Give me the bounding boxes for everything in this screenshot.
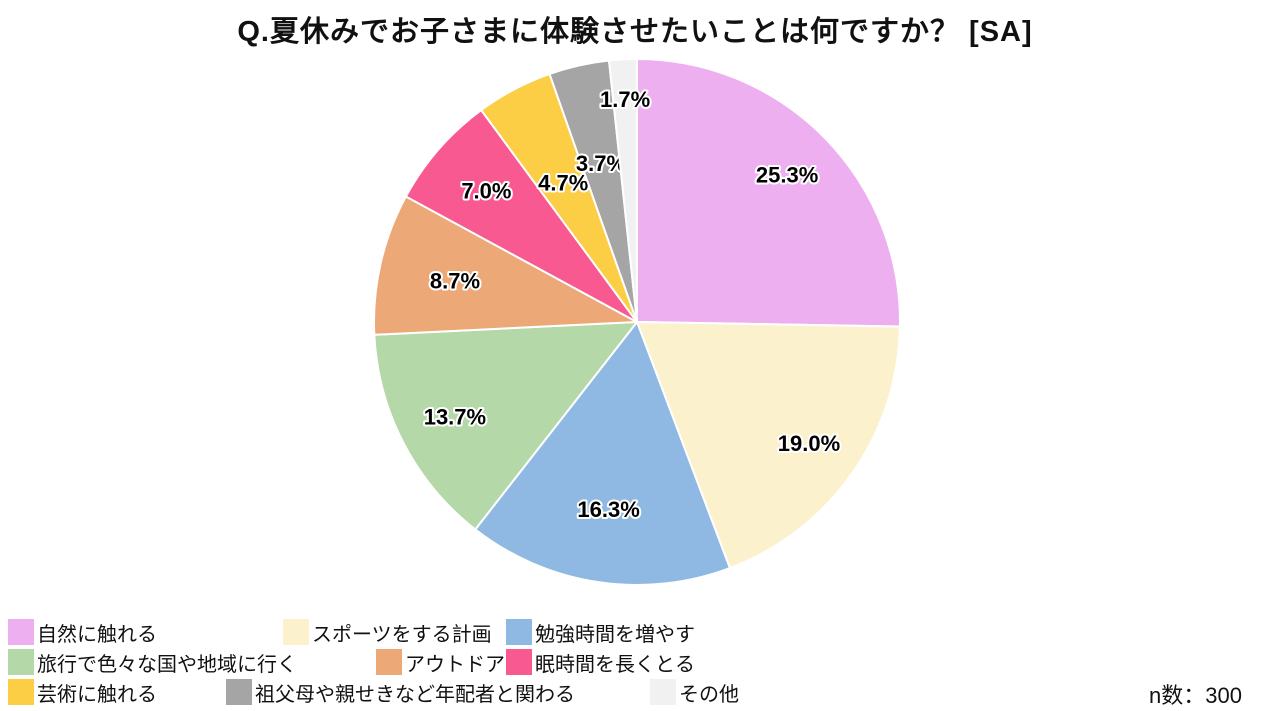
legend-swatch [650, 679, 676, 705]
legend-label: 芸術に触れる [37, 683, 157, 706]
legend-row: 自然に触れる スポーツをする計画 勉強時間を増やす [8, 617, 1108, 647]
legend-label: 祖父母や親せきなど年配者と関わる [255, 683, 575, 706]
legend-item: 自然に触れる [8, 618, 283, 647]
legend-item: アウトドア [376, 648, 506, 677]
legend-item: その他 [650, 678, 739, 707]
pie-slice-5 [373, 195, 641, 336]
legend-item: スポーツをする計画 [283, 618, 506, 647]
legend-row: 旅行で色々な国や地域に行く アウトドア 眠時間を長くとる [8, 647, 1108, 677]
legend-label: スポーツをする計画 [312, 623, 492, 646]
legend-label: 自然に触れる [37, 623, 157, 646]
legend-swatch [226, 679, 252, 705]
legend-swatch [8, 619, 34, 645]
legend-swatch [506, 619, 532, 645]
legend-item: 祖父母や親せきなど年配者と関わる [226, 678, 650, 707]
legend-swatch [8, 679, 34, 705]
legend-row: 芸術に触れる 祖父母や親せきなど年配者と関わる その他 [8, 677, 1108, 707]
legend-label: その他 [679, 683, 739, 706]
slice-value-label: 8.7% [430, 268, 480, 293]
pie-slice-4 [373, 320, 640, 531]
pie-slice-9 [607, 57, 638, 323]
legend-label: 旅行で色々な国や地域に行く [37, 653, 297, 676]
legend-label: アウトドア [405, 653, 505, 676]
pie-slice-6 [404, 108, 638, 323]
pie-slice-3 [473, 319, 732, 586]
sample-size-label: n数：300 [1149, 683, 1242, 708]
legend-item: 勉強時間を増やす [506, 618, 695, 647]
legend: 自然に触れる スポーツをする計画 勉強時間を増やす旅行で色々な国や地域に行く アウトド… [8, 617, 1108, 707]
slice-value-label: 7.0% [461, 179, 511, 204]
legend-label: 眠時間を長くとる [535, 653, 695, 676]
slice-value-label: 4.7% [538, 171, 588, 196]
legend-item: 眠時間を長くとる [506, 648, 695, 677]
legend-label: 勉強時間を増やす [535, 623, 695, 646]
chart-title: Q.夏休みでお子さまに体験させたいことは何ですか？ [SA] [237, 16, 1033, 48]
slice-value-label: 19.0% [778, 431, 840, 456]
legend-swatch [376, 649, 402, 675]
pie-slice-2 [635, 320, 901, 570]
pie-chart: 25.3%19.0%16.3%13.7%8.7%7.0% 4.7%3.7%1.7% [373, 57, 901, 586]
legend-swatch [8, 649, 34, 675]
legend-item: 旅行で色々な国や地域に行く [8, 648, 376, 677]
legend-swatch [283, 619, 309, 645]
slice-value-label: 13.7% [424, 405, 486, 430]
slice-value-label: 1.7% [600, 87, 650, 112]
slice-value-label: 16.3% [577, 497, 639, 522]
slice-value-label: 25.3% [756, 163, 818, 188]
legend-item: 芸術に触れる [8, 678, 226, 707]
legend-swatch [506, 649, 532, 675]
pie-slice-1 [636, 57, 901, 328]
